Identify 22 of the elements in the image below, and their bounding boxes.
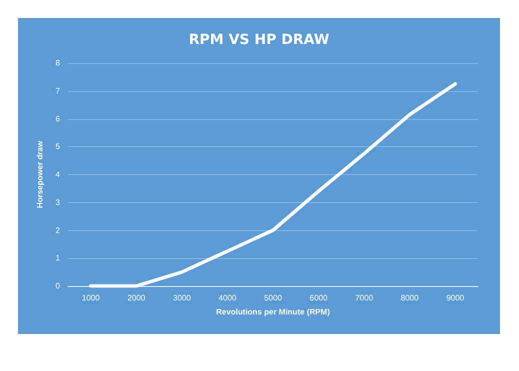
x-tick-label: 2000 <box>127 294 146 302</box>
y-tick-label: 7 <box>56 86 61 96</box>
x-tick-label: 5000 <box>264 294 282 302</box>
y-tick-label: 4 <box>56 170 61 179</box>
x-tick-label: 4000 <box>218 294 237 302</box>
line-series <box>89 82 457 288</box>
x-tick-label: 6000 <box>310 294 328 302</box>
y-tick-label: 6 <box>56 114 61 124</box>
x-tick-label: 3000 <box>172 294 192 302</box>
x-tick-label: 1000 <box>82 294 100 302</box>
y-tick-label: 0 <box>56 282 61 290</box>
y-tick-label: 5 <box>56 142 61 152</box>
y-tick-label: 2 <box>56 226 61 235</box>
y-tick-label: 3 <box>56 198 61 207</box>
chart-title: RPM VS HP DRAW <box>188 32 330 48</box>
y-tick-label: 1 <box>56 254 61 263</box>
x-axis-title: Revolutions per Minute (RPM) <box>216 308 330 316</box>
y-tick-label: 8 <box>56 58 61 68</box>
y-axis-title: Horsepower draw <box>36 140 44 208</box>
x-tick-label: 9000 <box>446 294 465 302</box>
x-tick-label: 7000 <box>355 294 374 302</box>
x-tick-label: 8000 <box>400 294 420 302</box>
